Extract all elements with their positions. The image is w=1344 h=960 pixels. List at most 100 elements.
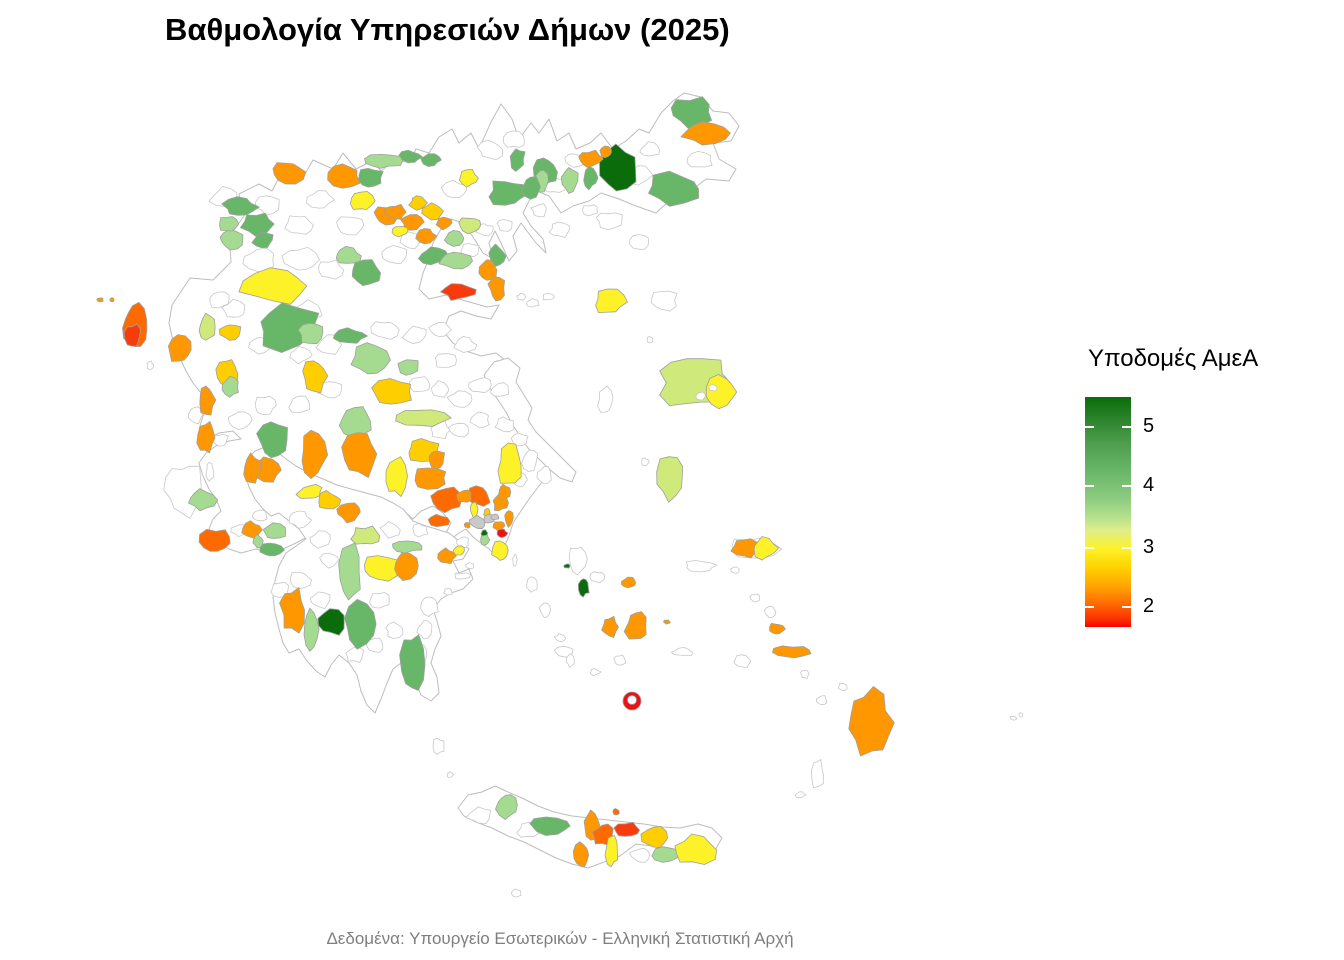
municipality-cell-empty [251, 509, 268, 522]
municipality-region [578, 149, 604, 169]
municipality-region [318, 490, 342, 510]
legend-tick-mark [1122, 606, 1131, 608]
municipality-cell-empty [489, 382, 509, 397]
municipality-region [415, 228, 438, 245]
municipality-cell-empty [800, 669, 810, 679]
municipality-region [385, 456, 408, 498]
municipality-region [443, 230, 465, 247]
municipality-region [490, 513, 500, 520]
municipality-cell-empty [318, 259, 345, 280]
municipality-cell-empty [811, 759, 824, 789]
municipality-region [371, 378, 412, 405]
municipality-region [420, 153, 442, 167]
municipality-region [651, 846, 679, 863]
municipality-region [399, 634, 426, 691]
municipality-region [336, 502, 361, 524]
municipality-region [458, 217, 482, 235]
municipality-cell-empty [319, 552, 340, 569]
municipality-cell-empty [613, 654, 627, 666]
municipality-cell-empty [288, 395, 311, 414]
municipality-region [395, 409, 452, 427]
legend-tick-mark [1122, 485, 1131, 487]
municipality-region [221, 196, 260, 216]
municipality-cell-empty [794, 791, 807, 799]
municipality-region [256, 421, 288, 459]
municipality-cell-empty [416, 620, 433, 640]
municipality-cell-empty [345, 647, 365, 663]
municipality-region [621, 576, 636, 589]
legend-tick-mark [1085, 606, 1094, 608]
municipality-region [705, 374, 738, 410]
municipality-region [392, 540, 423, 554]
municipality-cell-empty [446, 771, 455, 778]
municipality-region [599, 145, 612, 159]
municipality-region [529, 816, 571, 836]
municipality-region [109, 297, 115, 303]
municipality-region [595, 288, 628, 314]
municipality-cell-empty [281, 246, 321, 271]
municipality-cell-empty [336, 216, 365, 236]
municipality-cell-empty [639, 141, 661, 157]
municipality-region [279, 587, 305, 634]
municipality-region [219, 228, 244, 251]
municipality-region [303, 607, 320, 652]
municipality-region [498, 483, 512, 501]
municipality-region [730, 538, 761, 559]
municipality-region [623, 611, 647, 640]
municipality-region [414, 467, 447, 490]
municipality-cell-empty [412, 523, 429, 538]
municipality-region [497, 442, 522, 484]
municipality-region [612, 808, 620, 816]
municipality-cell-empty [309, 530, 331, 549]
municipality-region [363, 555, 399, 582]
municipality-cell-empty [365, 637, 384, 653]
municipality-region [297, 322, 324, 345]
page-title: Βαθμολογία Υπηρεσιών Δήμων (2025) [165, 12, 730, 47]
municipality-cell-empty [629, 234, 649, 250]
municipality-region [452, 545, 465, 556]
municipality-region [317, 608, 345, 636]
municipality-region [488, 180, 531, 206]
municipality-region [167, 334, 192, 362]
municipality-region [613, 821, 640, 837]
municipality-cell-empty [187, 406, 203, 425]
municipality-region [301, 429, 329, 480]
municipality-region [583, 166, 599, 191]
municipality-cell-empty [494, 416, 515, 433]
municipality-cell-empty [526, 576, 538, 593]
municipality-region [509, 148, 526, 172]
municipality-cell-empty [646, 336, 654, 343]
municipality-region [394, 551, 419, 581]
municipality-region [430, 486, 462, 514]
municipality-region [648, 170, 699, 207]
municipality-region [243, 452, 262, 484]
municipality-cell-empty [381, 244, 408, 265]
municipality-cell-empty [516, 292, 527, 301]
municipality-region [238, 267, 308, 305]
municipality-cell-empty [288, 510, 312, 529]
municipality-cell-empty [565, 653, 575, 668]
municipality-region [358, 167, 384, 188]
municipality-region [604, 835, 619, 868]
legend-gradient-bar [1085, 397, 1131, 627]
municipality-cell-empty [553, 633, 567, 642]
municipality-region [487, 276, 506, 302]
municipality-cell-empty [542, 293, 555, 301]
municipality-cell-empty [209, 291, 230, 309]
municipality-region [219, 324, 242, 341]
municipality-region [302, 360, 329, 394]
municipality-cell-empty [764, 606, 777, 618]
municipality-cell-empty [227, 411, 253, 430]
municipality-cell-empty [465, 562, 475, 569]
municipality-cell-empty [432, 737, 445, 755]
municipality-cell-empty [685, 560, 718, 573]
municipality-cell-empty [686, 150, 713, 168]
municipality-cell-empty [548, 221, 570, 238]
municipality-region [656, 456, 684, 503]
municipality-region [520, 176, 541, 200]
municipality-cell-empty [671, 647, 693, 656]
municipality-region [332, 327, 368, 344]
municipality-region [848, 686, 895, 757]
municipality-cell-empty [629, 848, 651, 863]
